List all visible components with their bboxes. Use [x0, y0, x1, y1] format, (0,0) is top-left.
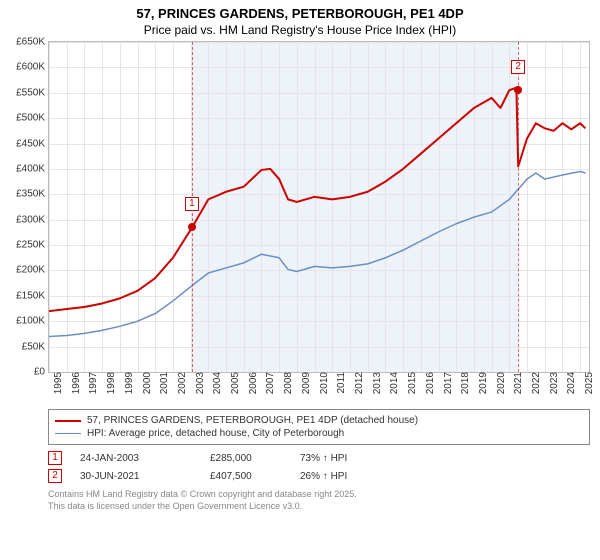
y-axis-tick-label: £650K [16, 37, 49, 48]
x-axis-tick-label: 2015 [403, 372, 418, 394]
chart-svg [49, 42, 589, 372]
y-axis-tick-label: £150K [16, 290, 49, 301]
sale-row-marker: 1 [48, 451, 62, 465]
x-axis-tick-label: 2019 [474, 372, 489, 394]
y-axis-tick-label: £600K [16, 62, 49, 73]
y-axis-tick-label: £250K [16, 240, 49, 251]
x-axis-tick-label: 1998 [102, 372, 117, 394]
legend-swatch [55, 433, 81, 434]
x-axis-tick-label: 2025 [580, 372, 595, 394]
y-axis-tick-label: £50K [22, 341, 49, 352]
x-axis-tick-label: 2008 [279, 372, 294, 394]
y-axis-tick-label: £400K [16, 163, 49, 174]
series-hpi [49, 171, 585, 336]
x-axis-tick-label: 2020 [492, 372, 507, 394]
plot-region: £0£50K£100K£150K£200K£250K£300K£350K£400… [48, 41, 590, 373]
sale-row-pct: 26% ↑ HPI [300, 471, 390, 482]
legend-row: HPI: Average price, detached house, City… [55, 427, 583, 440]
x-axis-tick-label: 2007 [261, 372, 276, 394]
x-axis-tick-label: 2006 [244, 372, 259, 394]
y-axis-tick-label: £500K [16, 113, 49, 124]
footer-line1: Contains HM Land Registry data © Crown c… [48, 489, 590, 501]
y-axis-tick-label: £550K [16, 87, 49, 98]
series-price_paid [49, 88, 585, 311]
x-axis-tick-label: 2012 [350, 372, 365, 394]
sale-row-price: £285,000 [210, 453, 300, 464]
x-axis-tick-label: 2009 [297, 372, 312, 394]
sale-row: 1 24-JAN-2003£285,00073% ↑ HPI [48, 449, 590, 467]
x-axis-tick-label: 2013 [368, 372, 383, 394]
sales-table: 1 24-JAN-2003£285,00073% ↑ HPI 2 30-JUN-202… [48, 449, 590, 485]
sale-row-marker: 2 [48, 469, 62, 483]
y-axis-tick-label: £200K [16, 265, 49, 276]
sale-row-pct: 73% ↑ HPI [300, 453, 390, 464]
x-axis-tick-label: 2022 [527, 372, 542, 394]
legend-swatch [55, 420, 81, 422]
sale-row: 2 30-JUN-2021£407,50026% ↑ HPI [48, 467, 590, 485]
x-axis-tick-label: 2005 [226, 372, 241, 394]
legend-box: 57, PRINCES GARDENS, PETERBOROUGH, PE1 4… [48, 409, 590, 445]
legend-row: 57, PRINCES GARDENS, PETERBOROUGH, PE1 4… [55, 414, 583, 427]
x-axis-tick-label: 2018 [456, 372, 471, 394]
sale-row-price: £407,500 [210, 471, 300, 482]
x-axis-tick-label: 2021 [509, 372, 524, 394]
y-axis-tick-label: £450K [16, 138, 49, 149]
x-axis-tick-label: 2003 [191, 372, 206, 394]
x-axis-tick-label: 2010 [315, 372, 330, 394]
chart-title-block: 57, PRINCES GARDENS, PETERBOROUGH, PE1 4… [0, 0, 600, 41]
x-axis-tick-label: 2001 [155, 372, 170, 394]
footer-line2: This data is licensed under the Open Gov… [48, 501, 590, 513]
x-axis-tick-label: 1996 [67, 372, 82, 394]
sale-row-date: 30-JUN-2021 [80, 471, 210, 482]
title-line1: 57, PRINCES GARDENS, PETERBOROUGH, PE1 4… [0, 6, 600, 21]
x-axis-tick-label: 1995 [49, 372, 64, 394]
x-axis-tick-label: 2016 [421, 372, 436, 394]
legend-label: HPI: Average price, detached house, City… [87, 428, 344, 439]
sale-marker-badge: 2 [511, 60, 525, 74]
sale-marker-badge: 1 [185, 197, 199, 211]
x-axis-tick-label: 2014 [385, 372, 400, 394]
y-axis-tick-label: £100K [16, 316, 49, 327]
y-axis-tick-label: £300K [16, 214, 49, 225]
x-axis-tick-label: 2000 [138, 372, 153, 394]
legend-label: 57, PRINCES GARDENS, PETERBOROUGH, PE1 4… [87, 415, 418, 426]
sale-marker-dot [188, 223, 196, 231]
footer-attribution: Contains HM Land Registry data © Crown c… [48, 489, 590, 512]
sale-marker-dot [514, 86, 522, 94]
x-axis-tick-label: 1997 [84, 372, 99, 394]
chart-area: £0£50K£100K£150K£200K£250K£300K£350K£400… [48, 41, 590, 401]
x-axis-tick-label: 2017 [439, 372, 454, 394]
x-axis-tick-label: 2002 [173, 372, 188, 394]
x-axis-tick-label: 1999 [120, 372, 135, 394]
x-axis-tick-label: 2011 [332, 372, 347, 394]
title-line2: Price paid vs. HM Land Registry's House … [0, 23, 600, 37]
y-axis-tick-label: £350K [16, 189, 49, 200]
x-axis-tick-label: 2023 [545, 372, 560, 394]
x-axis-tick-label: 2024 [562, 372, 577, 394]
x-axis-tick-label: 2004 [208, 372, 223, 394]
sale-row-date: 24-JAN-2003 [80, 453, 210, 464]
y-axis-tick-label: £0 [34, 367, 49, 378]
